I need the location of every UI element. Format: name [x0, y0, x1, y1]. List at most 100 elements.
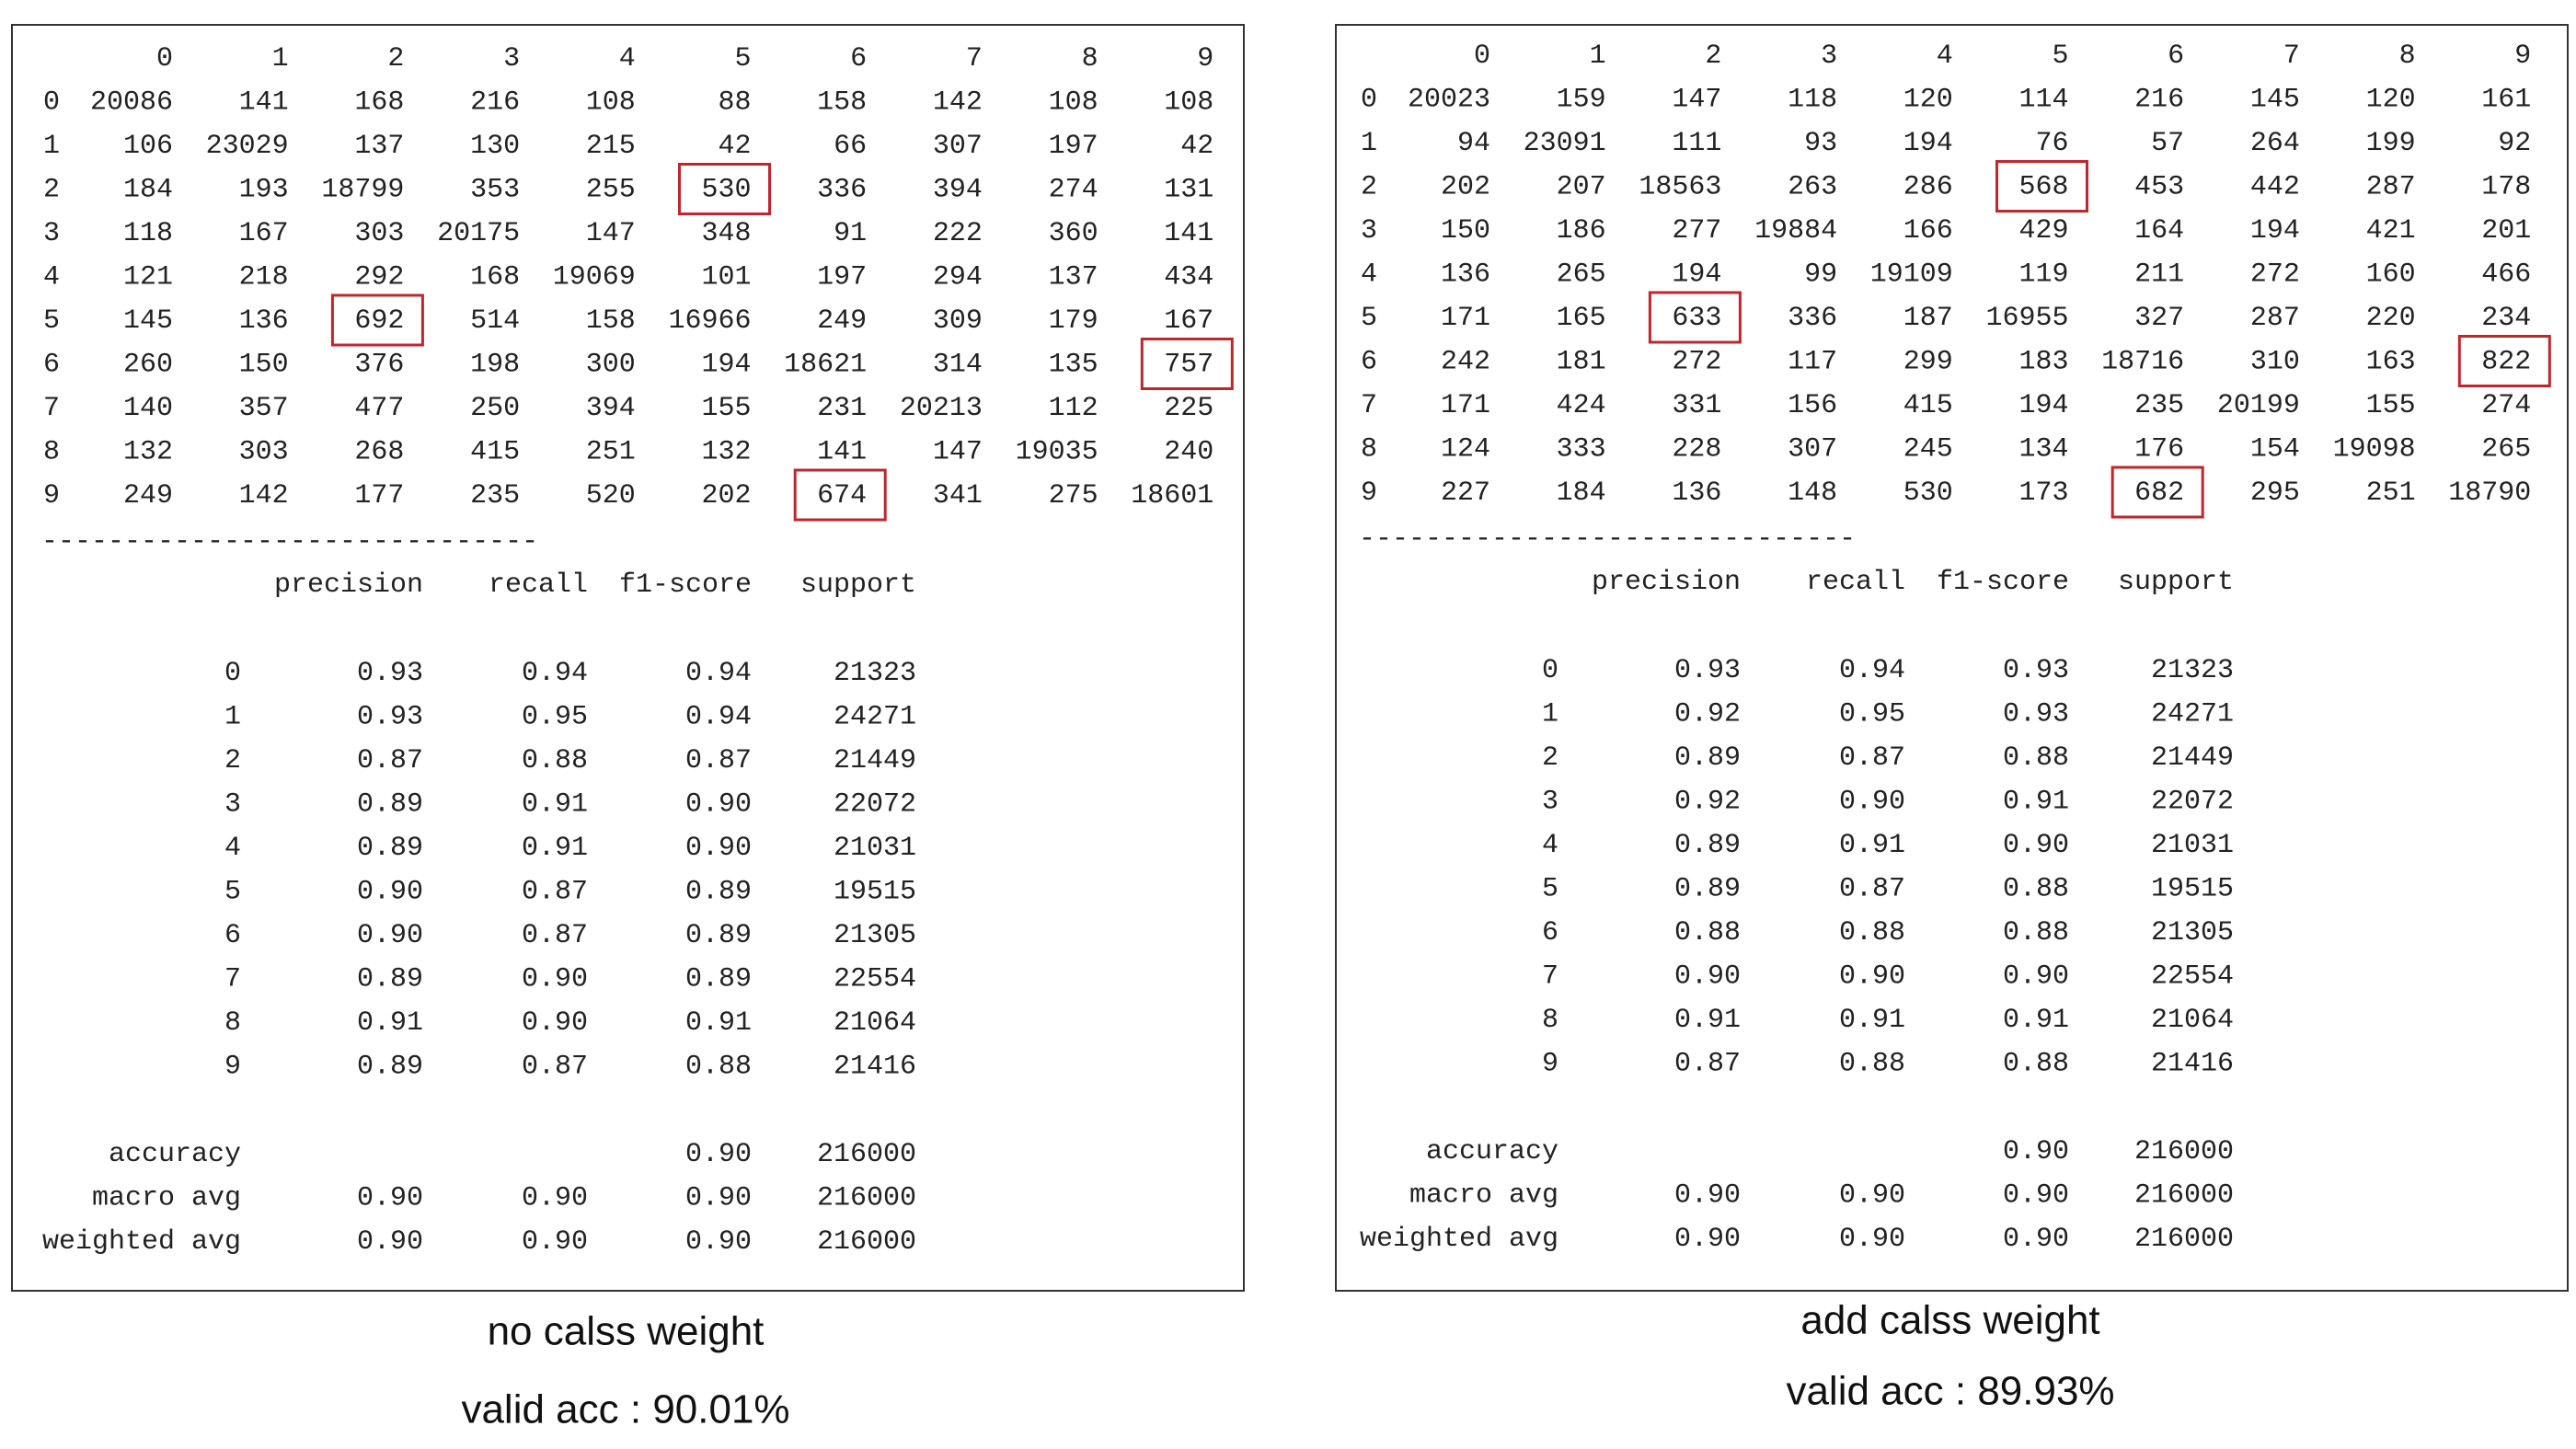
report-header: precision: [1592, 567, 1741, 598]
matrix-cell: 145: [123, 305, 173, 337]
matrix-cell: 156: [1788, 390, 1837, 421]
summary-cell: 0.90: [357, 1226, 423, 1258]
report-cell: 21305: [2151, 917, 2234, 949]
matrix-cell: 18799: [321, 174, 404, 205]
matrix-cell: 307: [933, 131, 983, 162]
summary-cell: 0.90: [685, 1182, 752, 1213]
matrix-cell: 353: [470, 174, 520, 205]
report-cell: 0.91: [2003, 786, 2069, 817]
report-cell: 0.90: [357, 920, 423, 951]
summary-cell: 0.90: [522, 1182, 588, 1213]
matrix-cell: 18601: [1131, 480, 1213, 512]
report-cell: 0.88: [522, 745, 588, 776]
matrix-cell: 42: [718, 131, 751, 162]
caption: no calss weight: [488, 1309, 765, 1354]
summary-cell: 216000: [817, 1182, 916, 1213]
report-cell: 0.90: [2003, 830, 2069, 861]
matrix-cell: 429: [2018, 215, 2068, 247]
highlight-box: [678, 163, 771, 215]
report-header: precision: [274, 569, 423, 601]
caption: valid acc : 90.01%: [461, 1387, 789, 1432]
matrix-cell: 292: [354, 261, 404, 293]
matrix-cell: 260: [123, 349, 173, 380]
matrix-cell: 822: [2481, 346, 2531, 377]
report-row-label: 7: [1542, 960, 1558, 992]
matrix-cell: 108: [586, 86, 636, 118]
matrix-row-label: 8: [43, 436, 60, 467]
matrix-cell: 112: [1049, 393, 1098, 424]
matrix-cell: 272: [1672, 346, 1721, 377]
matrix-cell: 18790: [2448, 477, 2531, 509]
report-cell: 0.89: [685, 876, 752, 907]
matrix-cell: 274: [2481, 390, 2531, 421]
matrix-cell: 568: [2018, 171, 2068, 202]
matrix-cell: 194: [701, 349, 751, 380]
matrix-cell: 376: [354, 349, 404, 380]
highlight-box: [1140, 338, 1234, 390]
matrix-cell: 216: [470, 86, 520, 118]
report-cell: 0.90: [685, 833, 752, 864]
matrix-cell: 124: [1441, 433, 1490, 465]
matrix-cell: 234: [2481, 303, 2531, 334]
matrix-cell: 466: [2481, 259, 2531, 290]
report-cell: 21031: [834, 833, 916, 864]
matrix-cell: 360: [1049, 218, 1098, 249]
matrix-cell: 424: [1557, 390, 1606, 421]
report-row-label: 0: [1542, 655, 1558, 686]
matrix-cell: 118: [123, 218, 173, 249]
matrix-cell: 136: [239, 305, 289, 337]
report-cell: 22072: [834, 788, 916, 820]
report-row-label: 9: [1542, 1048, 1558, 1079]
report-cell: 0.89: [1674, 873, 1741, 904]
matrix-cell: 142: [933, 86, 983, 118]
matrix-cell: 101: [701, 261, 751, 293]
matrix-cell: 201: [2481, 215, 2531, 247]
matrix-row-label: 2: [1361, 171, 1377, 202]
matrix-cell: 164: [2134, 215, 2184, 247]
matrix-cell: 118: [1788, 84, 1837, 115]
report-cell: 0.93: [2003, 655, 2069, 686]
report-cell: 0.89: [1674, 742, 1741, 774]
report-cell: 0.87: [522, 876, 588, 907]
matrix-cell: 99: [1804, 259, 1837, 290]
summary-cell: 216000: [817, 1139, 916, 1170]
matrix-cell: 159: [1557, 84, 1606, 115]
report-cell: 0.90: [2003, 960, 2069, 992]
matrix-cell: 633: [1672, 303, 1721, 334]
report-cell: 0.89: [685, 963, 752, 995]
report-cell: 0.87: [1839, 873, 1905, 904]
matrix-cell: 147: [1672, 84, 1721, 115]
matrix-cell: 194: [2018, 390, 2068, 421]
matrix-row-label: 9: [1361, 477, 1377, 509]
matrix-cell: 300: [586, 349, 636, 380]
matrix-cell: 194: [1903, 128, 1953, 159]
matrix-cell: 136: [1441, 259, 1490, 290]
matrix-cell: 530: [1903, 477, 1953, 509]
matrix-cell: 220: [2366, 303, 2416, 334]
matrix-cell: 136: [1672, 477, 1721, 509]
report-cell: 21416: [834, 1051, 916, 1082]
matrix-cell: 23091: [1524, 128, 1606, 159]
report-cell: 0.93: [357, 658, 423, 689]
matrix-cell: 150: [1441, 215, 1490, 247]
matrix-cell: 66: [834, 131, 867, 162]
matrix-row-label: 2: [43, 174, 60, 205]
report-cell: 24271: [2151, 698, 2234, 730]
matrix-cell: 135: [1049, 349, 1098, 380]
report-cell: 0.88: [2003, 873, 2069, 904]
matrix-cell: 137: [1049, 261, 1098, 293]
matrix-cell: 141: [239, 86, 289, 118]
summary-cell: 0.90: [1839, 1179, 1905, 1211]
report-row-label: 5: [224, 876, 241, 907]
matrix-cell: 134: [2018, 433, 2068, 465]
report-cell: 0.87: [685, 745, 752, 776]
matrix-cell: 160: [2366, 259, 2416, 290]
matrix-cell: 19035: [1016, 436, 1098, 467]
matrix-cell: 277: [1672, 215, 1721, 247]
report-cell: 0.91: [2003, 1005, 2069, 1036]
matrix-cell: 108: [1049, 86, 1098, 118]
matrix-cell: 155: [701, 393, 751, 424]
matrix-cell: 307: [1788, 433, 1837, 465]
matrix-cell: 287: [2250, 303, 2300, 334]
matrix-cell: 158: [586, 305, 636, 337]
